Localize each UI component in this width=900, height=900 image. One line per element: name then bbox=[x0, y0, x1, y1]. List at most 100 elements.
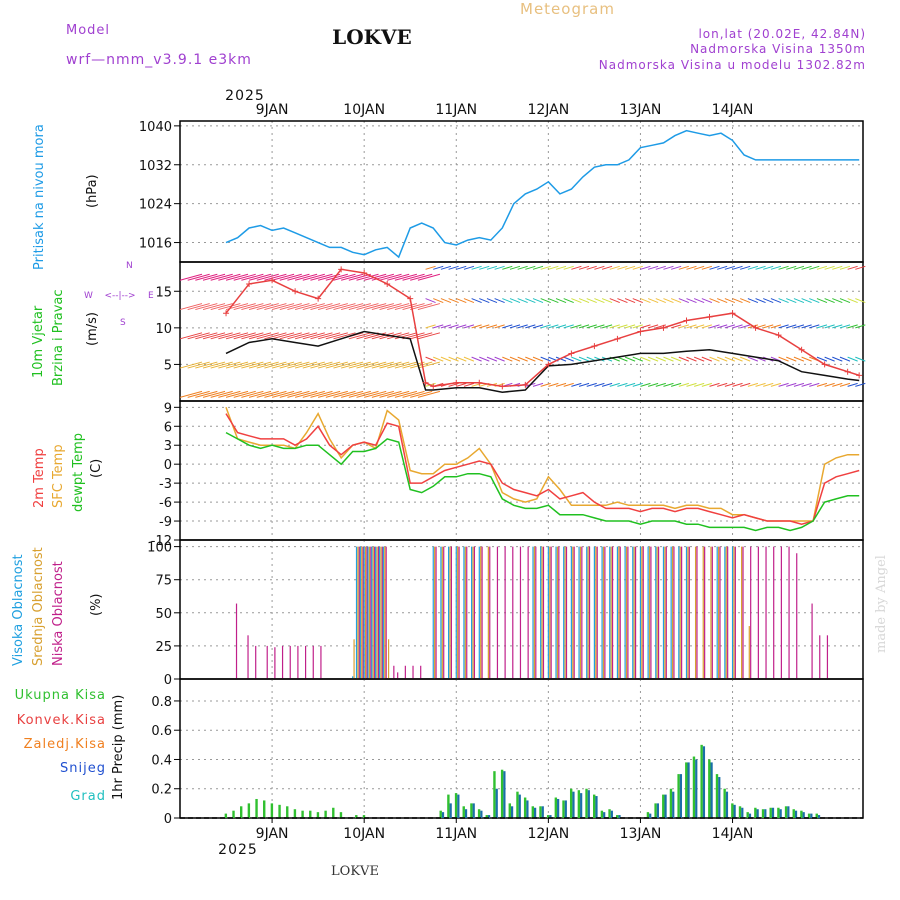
precip-bar-snow bbox=[549, 815, 552, 818]
day-label-bottom-1: 10JAN bbox=[343, 826, 385, 842]
precip-bar-rain bbox=[562, 800, 565, 818]
precip-bar-rain bbox=[677, 774, 680, 818]
wind-barb bbox=[732, 265, 743, 270]
wind-barb bbox=[364, 390, 387, 398]
wind-barb bbox=[594, 356, 605, 362]
wind-barb bbox=[202, 273, 226, 281]
wind-barb bbox=[809, 298, 820, 304]
wind-barb bbox=[318, 361, 341, 369]
wind-barb bbox=[839, 382, 851, 387]
wind-barb bbox=[663, 382, 674, 387]
wind-barb bbox=[417, 273, 441, 281]
wind-barb bbox=[310, 390, 333, 398]
wind-barb bbox=[179, 303, 203, 311]
day-label-top-0: 9JAN bbox=[256, 102, 289, 118]
precip-bar-rain bbox=[700, 744, 703, 818]
wind-barb bbox=[647, 265, 659, 270]
wind-unit: (m/s) bbox=[85, 312, 100, 346]
credit-text: made by Angel bbox=[874, 555, 889, 653]
precip-legend-conv: Konvek.Kisa bbox=[17, 713, 106, 728]
wind-barb bbox=[440, 324, 452, 329]
wind-barb bbox=[578, 356, 590, 362]
panel-frame-0 bbox=[179, 120, 864, 263]
gust-marker bbox=[422, 379, 429, 386]
wind-barb bbox=[578, 298, 590, 304]
precip-bar-rain bbox=[523, 797, 527, 818]
wind-barb bbox=[832, 298, 843, 304]
compass-n: N bbox=[126, 261, 133, 271]
precip-bar-rain bbox=[439, 810, 442, 818]
ytick-label-4-4: 0.8 bbox=[151, 695, 172, 710]
wind-barb bbox=[294, 273, 318, 281]
wind-barb bbox=[471, 382, 482, 387]
wind-barb bbox=[755, 382, 766, 387]
wind-barb bbox=[839, 265, 851, 270]
wind-barb bbox=[248, 390, 272, 398]
wind-barb bbox=[279, 332, 302, 340]
precip-bar-snow bbox=[733, 804, 736, 818]
wind-barb bbox=[832, 265, 843, 270]
precip-bar-rain bbox=[761, 809, 765, 818]
wind-barb bbox=[801, 382, 812, 387]
pressure-line bbox=[225, 129, 860, 259]
gust-marker bbox=[361, 269, 368, 276]
wind-barb bbox=[763, 298, 774, 304]
wind-barb bbox=[294, 390, 318, 398]
wind-barb bbox=[225, 390, 249, 398]
precip-bar-snow bbox=[771, 807, 775, 818]
wind-barb bbox=[287, 390, 310, 398]
precip-bar-rain bbox=[746, 812, 749, 818]
pressure-unit: (hPa) bbox=[85, 174, 100, 208]
precip-bar-rain bbox=[692, 756, 696, 818]
precip-bar-rain bbox=[355, 815, 358, 818]
wind-speed-line bbox=[225, 330, 860, 393]
precip-bar-rain bbox=[723, 788, 726, 818]
precip-bar-rain bbox=[309, 810, 312, 818]
wind-barb bbox=[563, 265, 574, 270]
wind-barb bbox=[471, 324, 482, 329]
wind-barb bbox=[847, 356, 858, 362]
wind-barb bbox=[555, 265, 567, 270]
wind-barb bbox=[732, 356, 743, 362]
wind-barb bbox=[179, 332, 203, 340]
wind-barb bbox=[694, 324, 705, 329]
wind-barb bbox=[563, 356, 574, 362]
precip-bar-rain bbox=[731, 803, 734, 818]
wind-barb bbox=[279, 390, 302, 398]
precip-bar-rain bbox=[516, 791, 519, 818]
wind-barb bbox=[463, 356, 475, 362]
wind-barb bbox=[586, 298, 597, 304]
wind-barb bbox=[394, 361, 418, 369]
wind-barb bbox=[609, 265, 620, 270]
wind-barb bbox=[563, 324, 574, 329]
gust-marker bbox=[246, 280, 253, 287]
wind-barb bbox=[264, 273, 287, 281]
wind-barb bbox=[586, 265, 597, 270]
wind-barb bbox=[694, 382, 705, 387]
wind-barb bbox=[578, 265, 590, 270]
wind-barb bbox=[586, 324, 597, 329]
wind-barb bbox=[187, 332, 210, 340]
day-label-top-2: 11JAN bbox=[435, 102, 477, 118]
wind-barb bbox=[233, 303, 256, 311]
wind-barb bbox=[655, 298, 666, 304]
wind-barb bbox=[617, 356, 628, 362]
ytick-label-4-2: 0.4 bbox=[151, 753, 172, 768]
precip-legend-hail: Grad bbox=[70, 789, 106, 804]
wind-barb bbox=[763, 265, 774, 270]
wind-barb bbox=[655, 382, 666, 387]
wind-barb bbox=[617, 382, 628, 387]
wind-barb bbox=[601, 324, 613, 329]
wind-barb bbox=[624, 324, 636, 329]
precip-bar-rain bbox=[754, 807, 757, 818]
precip-bar-snow bbox=[702, 746, 706, 818]
temp2m-line bbox=[225, 413, 860, 525]
wind-barb bbox=[548, 298, 559, 304]
footer-station: LOKVE bbox=[331, 864, 379, 879]
wind-barb bbox=[747, 356, 759, 362]
wind-barb bbox=[417, 361, 441, 369]
wind-barb bbox=[241, 303, 264, 311]
gust-marker bbox=[545, 361, 552, 368]
wind-barb bbox=[486, 324, 498, 329]
wind-barb bbox=[179, 361, 203, 369]
